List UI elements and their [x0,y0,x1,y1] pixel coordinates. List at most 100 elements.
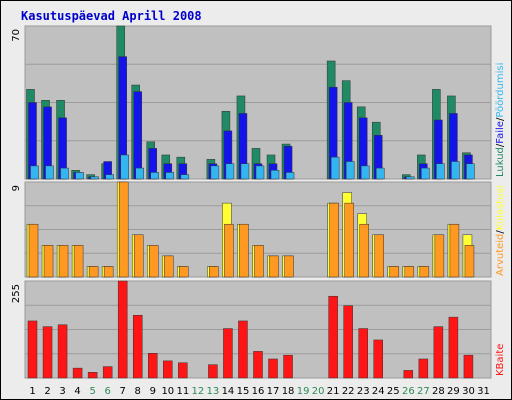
bar-kbaite-29 [448,316,459,379]
bar-arvuteid-22 [344,202,354,278]
legend-entry-middle-2: Külastusi [495,185,506,230]
bar-kbaite-5 [87,372,98,379]
x-tick-label-28: 28 [432,386,445,397]
bar-arvuteid-2 [43,245,54,278]
bar-prdumisi-23 [360,165,370,180]
x-tick-label-24: 24 [372,386,385,397]
x-tick-label-3: 3 [59,386,65,397]
bar-arvuteid-7 [118,181,129,278]
bar-kbaite-7 [117,280,128,379]
bar-prdumisi-13 [210,165,220,180]
legend-entry-middle-1: / [495,230,506,234]
bar-arvuteid-10 [164,255,174,278]
bar-kbaite-30 [463,354,474,379]
bar-arvuteid-25 [389,266,400,278]
legend-entry-middle-0: Arvuteid [495,234,506,276]
bar-prdumisi-5 [90,176,99,180]
x-tick-label-13: 13 [207,386,220,397]
y-max-label-top: 70 [11,29,22,42]
x-tick-label-22: 22 [342,386,355,397]
bar-prdumisi-10 [165,172,175,180]
x-tick-label-5: 5 [89,386,95,397]
bar-arvuteid-24 [374,234,384,278]
bar-prdumisi-8 [135,167,144,180]
bar-prdumisi-15 [240,163,250,180]
x-tick-label-12: 12 [192,386,205,397]
bar-kbaite-22 [343,305,353,379]
bar-arvuteid-16 [254,245,264,278]
x-tick-label-29: 29 [447,386,460,397]
x-tick-label-8: 8 [135,386,141,397]
bar-arvuteid-29 [449,223,460,278]
bar-arvuteid-21 [329,202,339,278]
bar-kbaite-23 [358,328,368,379]
x-tick-label-14: 14 [222,386,235,397]
y-max-label-bottom: 255 [11,284,22,303]
bar-kbaite-24 [373,339,383,379]
x-tick-label-26: 26 [402,386,415,397]
bar-kbaite-9 [148,353,158,379]
bar-prdumisi-2 [45,165,54,180]
x-tick-label-17: 17 [267,386,280,397]
x-tick-label-11: 11 [176,386,189,397]
x-tick-label-1: 1 [29,386,35,397]
bar-kbaite-18 [283,354,293,379]
bar-arvuteid-1 [28,223,39,278]
bar-prdumisi-9 [150,172,160,180]
bar-arvuteid-8 [133,234,144,278]
bar-prdumisi-11 [180,174,190,180]
y-max-label-middle: 9 [11,185,22,191]
bar-kbaite-14 [223,328,233,379]
bar-prdumisi-7 [120,154,129,180]
bar-arvuteid-15 [239,223,249,278]
bar-prdumisi-4 [75,172,84,180]
legend-middle: Arvuteid/Külastusi [495,185,506,276]
x-tick-label-23: 23 [357,386,370,397]
bar-arvuteid-11 [179,266,189,278]
bar-kbaite-13 [208,364,218,379]
bar-arvuteid-6 [103,266,114,278]
bar-faile-8 [133,91,142,180]
legend-top: Lukud/Faile/Pöördumisi [495,63,506,177]
legend-entry-top-2: Faile [495,121,506,144]
chart-title: Kasutuspäevad Aprill 2008 [21,9,202,23]
bar-kbaite-8 [132,314,143,379]
bar-kbaite-2 [42,326,53,379]
legend-entry-top-1: / [495,143,506,147]
bar-prdumisi-18 [285,172,295,180]
bar-kbaite-15 [238,320,248,379]
bar-arvuteid-18 [284,255,294,278]
bar-prdumisi-3 [60,167,69,180]
bar-arvuteid-14 [224,223,234,278]
bar-arvuteid-27 [419,266,430,278]
bar-kbaite-27 [418,358,429,379]
bar-kbaite-26 [403,370,414,379]
bar-kbaite-3 [57,324,68,379]
bar-prdumisi-14 [225,163,235,180]
bar-arvuteid-4 [73,245,84,278]
bar-kbaite-10 [163,360,173,379]
x-tick-label-6: 6 [104,386,110,397]
bar-arvuteid-5 [88,266,99,278]
x-tick-label-7: 7 [120,386,126,397]
bar-prdumisi-27 [421,167,430,180]
bar-kbaite-1 [27,320,38,379]
bar-prdumisi-6 [105,174,114,180]
bar-arvuteid-26 [404,266,415,278]
legend-entry-top-4: Pöördumisi [495,63,506,118]
bar-kbaite-17 [268,358,278,379]
bar-arvuteid-30 [464,245,475,278]
legend-bottom: KBaite [495,344,506,376]
x-tick-label-25: 25 [387,386,400,397]
bar-prdumisi-30 [466,163,475,180]
x-tick-label-4: 4 [74,386,80,397]
bar-arvuteid-17 [269,255,279,278]
bar-arvuteid-3 [58,245,69,278]
bar-kbaite-21 [328,295,338,379]
bar-prdumisi-21 [330,156,340,180]
x-tick-label-9: 9 [150,386,156,397]
x-tick-label-31: 31 [477,386,490,397]
legend-entry-bottom-0: KBaite [495,344,506,376]
